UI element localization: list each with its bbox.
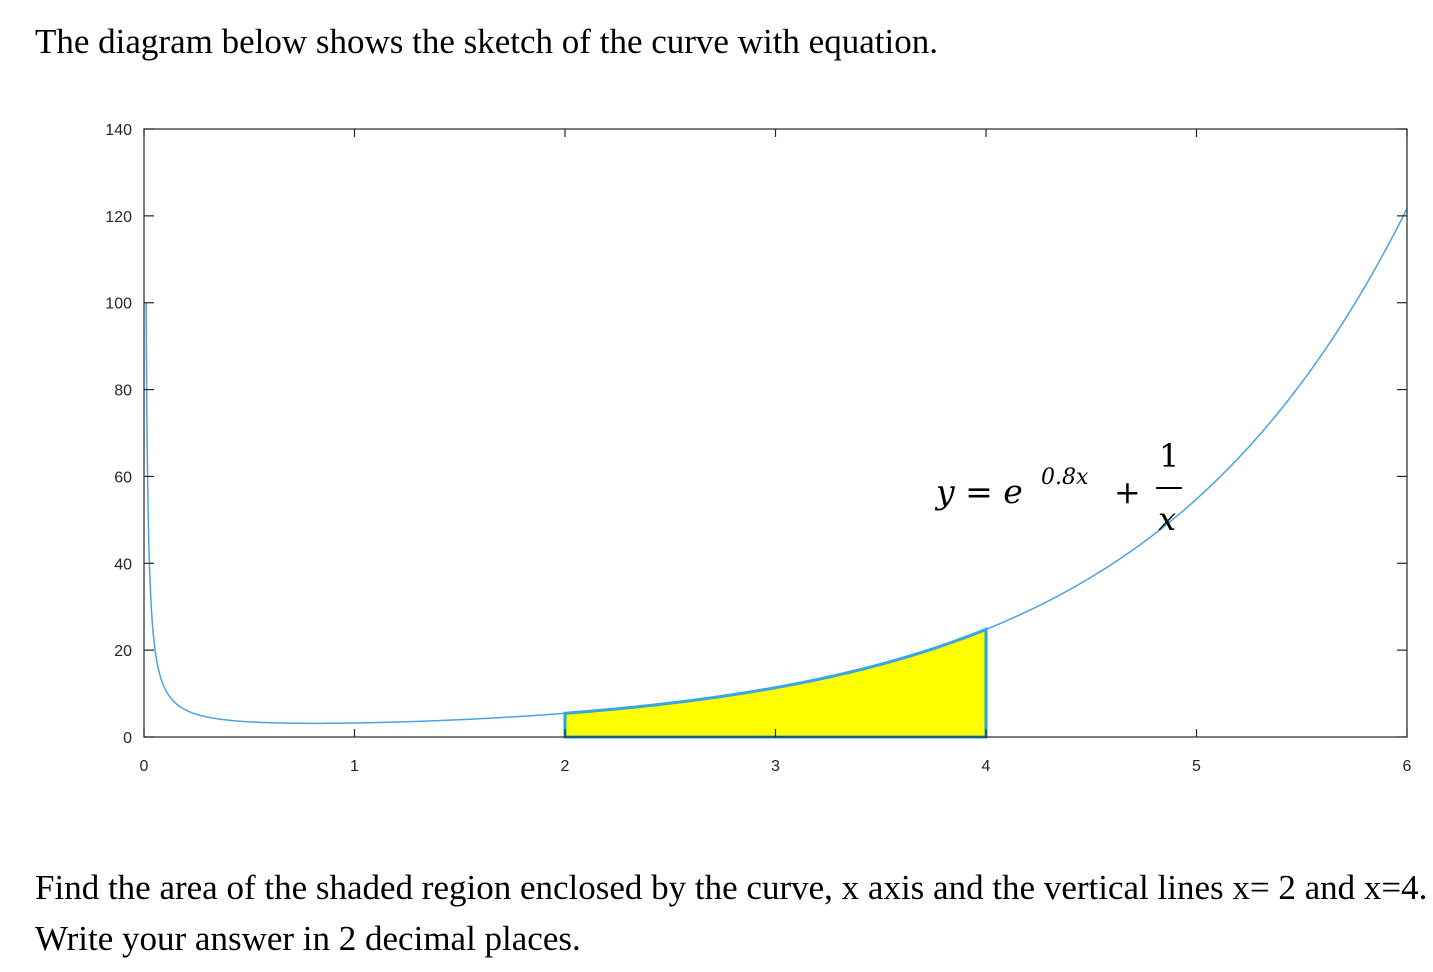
y-axis-ticks: 0 20 40 60 80 100 120 140 [105, 122, 1407, 747]
x-tick-label: 6 [1403, 758, 1412, 775]
y-tick-label: 120 [105, 209, 132, 226]
y-tick-label: 80 [114, 383, 132, 400]
equation-exponent: 0.8x [1041, 465, 1089, 490]
equation-denominator: x [1158, 500, 1176, 538]
y-tick-label: 20 [114, 643, 132, 660]
curve-line [145, 208, 1408, 725]
x-tick-label: 4 [982, 758, 991, 775]
x-tick-label: 0 [140, 758, 149, 775]
equation-plus: + [1114, 473, 1141, 511]
y-tick-label: 140 [105, 122, 132, 139]
x-tick-label: 3 [771, 758, 780, 775]
equation-label: y = e 0.8x + 1 x [934, 437, 1182, 538]
y-tick-label: 60 [114, 469, 132, 486]
intro-text: The diagram below shows the sketch of th… [35, 22, 938, 61]
plot-area [144, 129, 1407, 737]
y-tick-label: 0 [123, 730, 132, 747]
equation-lhs: y = e [934, 472, 1023, 511]
y-tick-label: 100 [105, 296, 132, 313]
equation-numerator: 1 [1159, 437, 1179, 475]
x-tick-label: 2 [561, 758, 570, 775]
question-text: Find the area of the shaded region enclo… [35, 868, 1428, 958]
x-axis-ticks: 0 1 2 3 4 5 6 [140, 129, 1412, 775]
y-tick-label: 40 [114, 556, 132, 573]
x-tick-label: 5 [1192, 758, 1201, 775]
x-tick-label: 1 [350, 758, 359, 775]
curve-plot: 0 1 2 3 4 5 6 0 20 40 60 80 100 120 140 y = e 0.8x + … [105, 122, 1412, 775]
